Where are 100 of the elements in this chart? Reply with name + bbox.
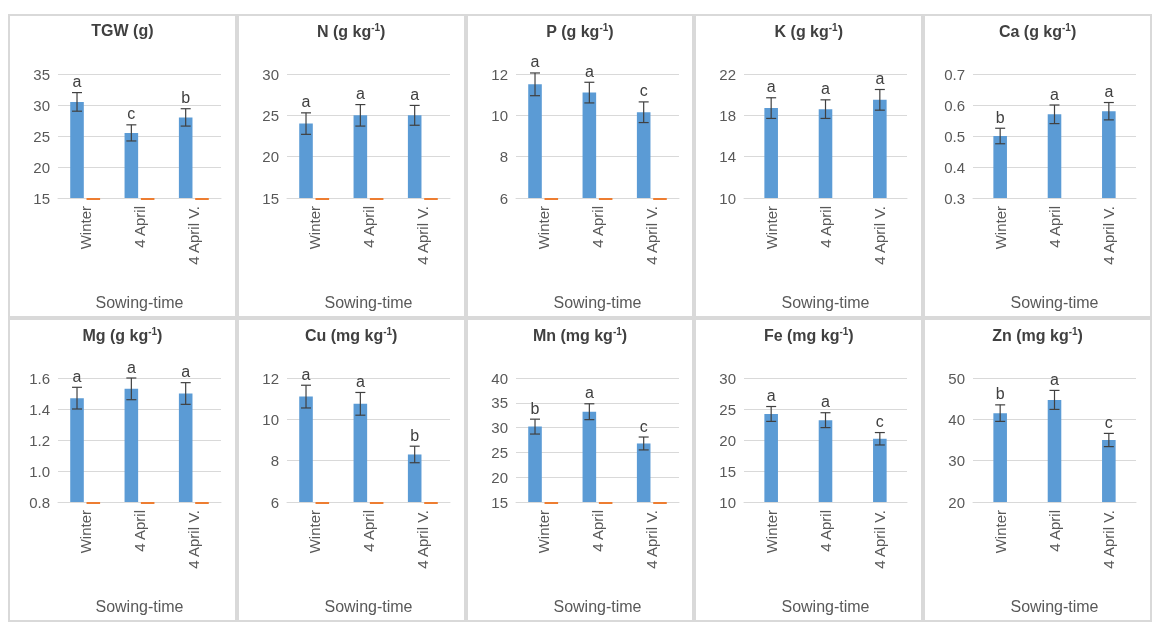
annotation: a: [584, 62, 594, 80]
x-tick-label: 4 April V.: [414, 510, 432, 569]
x-tick-label: 4 April V.: [1100, 510, 1118, 569]
annotation: c: [876, 413, 885, 431]
x-axis-title: Sowing-time: [781, 293, 871, 311]
y-tick-label: 35: [490, 394, 508, 412]
x-tick-label: Winter: [534, 510, 552, 554]
annotation: a: [410, 85, 420, 103]
x-axis-title: Sowing-time: [95, 597, 184, 615]
y-tick-label: 35: [33, 65, 50, 83]
x-tick-label: 4 April: [359, 206, 377, 248]
x-tick-label: 4 April V.: [642, 510, 660, 569]
y-tick-label: 10: [262, 410, 279, 428]
y-tick-label: 0.6: [944, 96, 966, 114]
y-tick-label: 15: [33, 189, 50, 207]
x-tick-label: 4 April V.: [642, 206, 660, 265]
annotation: a: [1104, 83, 1114, 101]
x-tick-label: Winter: [991, 510, 1009, 554]
y-tick-label: 30: [490, 419, 508, 437]
x-tick-label: Winter: [763, 206, 781, 250]
x-tick-label: Winter: [763, 510, 781, 554]
annotation: a: [821, 80, 831, 98]
y-tick-label: 20: [948, 493, 966, 511]
y-tick-label: 15: [262, 189, 279, 207]
x-axis-title: Sowing-time: [324, 293, 413, 311]
x-tick-label: Winter: [305, 206, 323, 250]
y-tick-label: 20: [490, 468, 508, 486]
annotation: b: [530, 399, 540, 417]
annotation: b: [410, 426, 420, 444]
y-tick-label: 25: [33, 127, 50, 145]
x-tick-label: 4 April V.: [871, 510, 889, 569]
y-tick-label: 18: [719, 106, 737, 124]
x-tick-label: 4 April V.: [871, 206, 889, 265]
annotation: b: [995, 108, 1005, 126]
x-tick-label: Winter: [76, 206, 94, 250]
chart-title: P (g kg$^{-1}$): [545, 22, 615, 42]
y-tick-label: 10: [719, 189, 737, 207]
chart-title: N (g kg$^{-1}$): [315, 22, 387, 42]
y-tick-label: 30: [719, 369, 737, 387]
chart-title: K (g kg$^{-1}$): [773, 22, 844, 42]
x-tick-label: 4 April: [1046, 510, 1064, 552]
annotation: a: [584, 384, 594, 402]
x-tick-label: 4 April: [817, 206, 835, 248]
y-tick-label: 20: [262, 148, 279, 166]
x-tick-label: 4 April V.: [1100, 206, 1118, 265]
x-tick-label: 4 April: [588, 510, 606, 552]
x-tick-label: 4 April V.: [185, 510, 203, 569]
annotation: c: [127, 105, 136, 123]
x-axis-title: Sowing-time: [1010, 597, 1099, 615]
y-tick-label: 15: [719, 462, 737, 480]
annotation: a: [1050, 85, 1060, 103]
chart-title: Mn (mg kg$^{-1}$): [531, 326, 629, 346]
x-axis-title: Sowing-time: [324, 597, 413, 615]
y-tick-label: 15: [490, 493, 508, 511]
x-axis-title: Sowing-time: [781, 597, 871, 615]
x-axis-title: Sowing-time: [553, 293, 642, 311]
x-tick-label: Winter: [534, 206, 552, 250]
annotation: c: [639, 82, 648, 100]
y-tick-label: 1.4: [29, 400, 50, 418]
annotation: a: [301, 93, 311, 111]
y-tick-label: 40: [948, 410, 966, 428]
chart-title: TGW (g): [90, 22, 155, 40]
y-tick-label: 0.7: [944, 65, 966, 83]
annotation: a: [126, 358, 136, 376]
y-tick-label: 50: [948, 369, 966, 387]
annotation: a: [355, 85, 365, 103]
y-tick-label: 1.2: [29, 431, 50, 449]
y-tick-label: 25: [719, 400, 737, 418]
annotation: a: [72, 367, 82, 385]
y-tick-label: 6: [499, 189, 508, 207]
x-tick-label: Winter: [305, 510, 323, 554]
annotation: c: [1105, 413, 1114, 431]
annotation: a: [530, 53, 540, 71]
annotation: a: [72, 73, 82, 91]
y-tick-label: 0.5: [944, 127, 966, 145]
annotation: a: [1050, 370, 1060, 388]
y-tick-label: 14: [719, 148, 737, 166]
y-tick-label: 20: [719, 431, 737, 449]
x-tick-label: 4 April V.: [185, 206, 203, 265]
annotation: a: [767, 78, 777, 96]
annotation: a: [767, 387, 777, 405]
annotation: a: [355, 372, 365, 390]
y-tick-label: 12: [490, 65, 508, 83]
chart-title: Cu (mg kg$^{-1}$): [303, 326, 399, 346]
x-tick-label: 4 April: [588, 206, 606, 248]
annotation: a: [301, 365, 311, 383]
x-axis-title: Sowing-time: [1010, 293, 1099, 311]
y-tick-label: 0.8: [29, 493, 50, 511]
x-tick-label: 4 April: [817, 510, 835, 552]
x-tick-label: Winter: [76, 510, 94, 554]
y-tick-label: 25: [262, 106, 279, 124]
y-tick-label: 0.3: [944, 189, 966, 207]
annotation: b: [995, 385, 1005, 403]
x-tick-label: 4 April: [359, 510, 377, 552]
y-tick-label: 30: [948, 452, 966, 470]
y-tick-label: 1.6: [29, 369, 50, 387]
y-tick-label: 1.0: [29, 462, 50, 480]
x-tick-label: 4 April V.: [414, 206, 432, 265]
annotation: a: [821, 393, 831, 411]
x-tick-label: 4 April: [131, 206, 148, 248]
